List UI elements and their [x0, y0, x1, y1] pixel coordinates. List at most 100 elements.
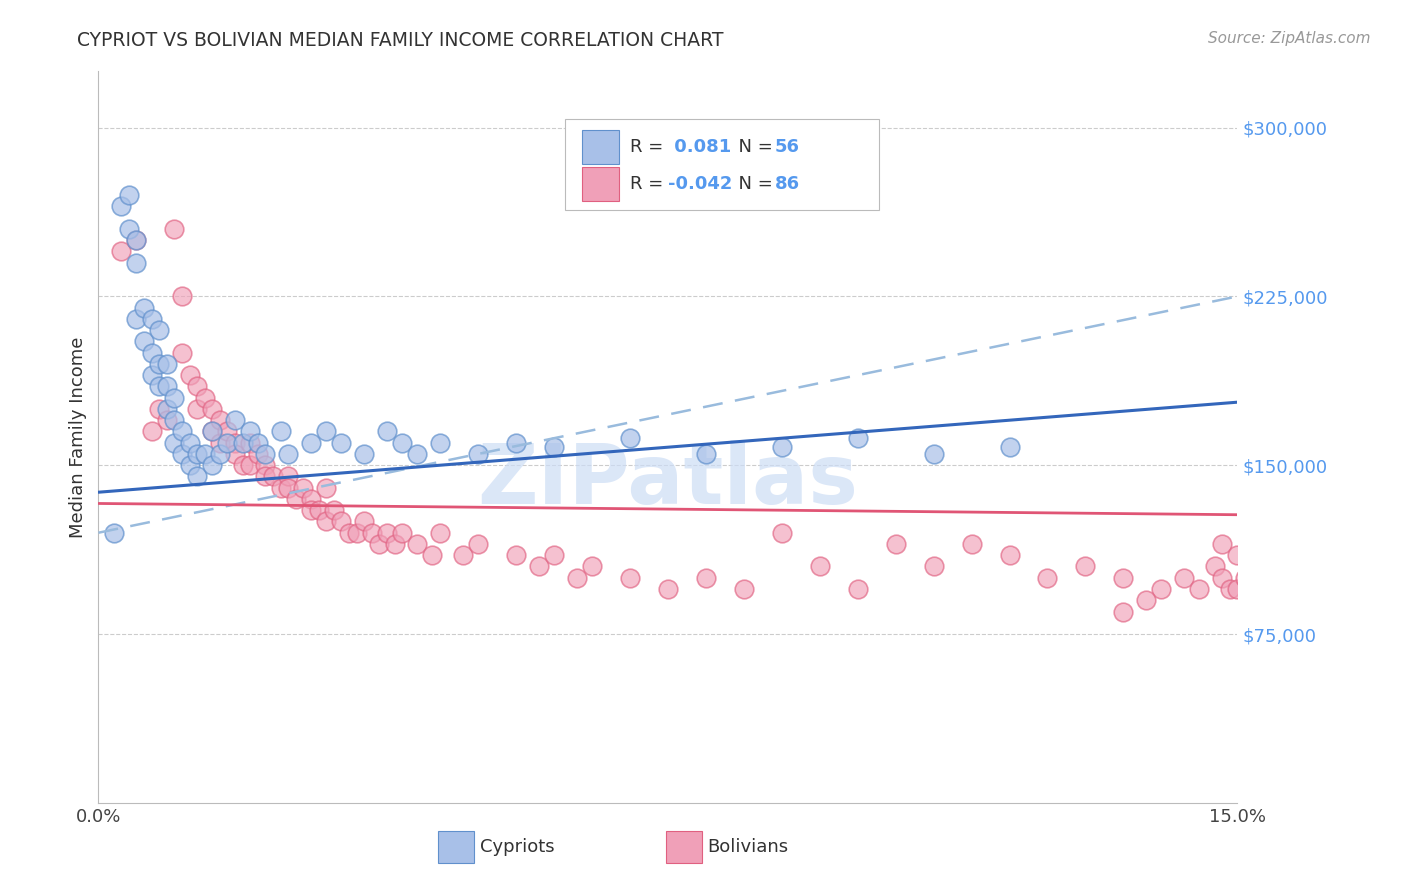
- Point: [118, 222, 141, 236]
- Point: [201, 401, 224, 416]
- Point: [179, 458, 201, 473]
- Point: [156, 413, 179, 427]
- Point: [254, 469, 277, 483]
- Point: [148, 379, 170, 393]
- Point: [733, 582, 755, 596]
- Point: [194, 447, 217, 461]
- Point: [422, 548, 444, 562]
- FancyBboxPatch shape: [665, 830, 702, 863]
- Point: [170, 345, 193, 359]
- Point: [315, 481, 337, 495]
- Point: [1188, 582, 1211, 596]
- Point: [170, 425, 193, 439]
- Text: 56: 56: [775, 137, 800, 156]
- Point: [141, 312, 163, 326]
- Point: [391, 525, 413, 540]
- Point: [224, 435, 246, 450]
- Point: [360, 525, 382, 540]
- Point: [217, 435, 239, 450]
- Point: [148, 401, 170, 416]
- Point: [239, 435, 262, 450]
- Point: [353, 515, 375, 529]
- Point: [1074, 559, 1097, 574]
- Point: [505, 435, 527, 450]
- Point: [808, 559, 831, 574]
- Text: N =: N =: [727, 175, 779, 193]
- Point: [118, 188, 141, 202]
- Point: [201, 425, 224, 439]
- Point: [619, 431, 641, 445]
- Point: [125, 255, 148, 269]
- Point: [163, 413, 186, 427]
- Point: [467, 447, 489, 461]
- Point: [322, 503, 344, 517]
- Point: [330, 515, 353, 529]
- Point: [565, 571, 588, 585]
- Point: [163, 222, 186, 236]
- FancyBboxPatch shape: [582, 130, 619, 163]
- Point: [998, 548, 1021, 562]
- Point: [186, 447, 208, 461]
- Point: [846, 582, 869, 596]
- Point: [451, 548, 474, 562]
- Text: 86: 86: [775, 175, 800, 193]
- Point: [1257, 582, 1279, 596]
- Point: [695, 571, 717, 585]
- Point: [201, 458, 224, 473]
- Point: [467, 537, 489, 551]
- Point: [208, 435, 231, 450]
- Text: R =: R =: [630, 137, 669, 156]
- Point: [1211, 571, 1233, 585]
- Point: [1264, 582, 1286, 596]
- Text: R =: R =: [630, 175, 669, 193]
- Point: [960, 537, 983, 551]
- Point: [1112, 605, 1135, 619]
- Point: [391, 435, 413, 450]
- Point: [194, 391, 217, 405]
- Point: [277, 447, 299, 461]
- Point: [299, 491, 322, 506]
- Point: [505, 548, 527, 562]
- Point: [1226, 548, 1249, 562]
- Text: Cypriots: Cypriots: [479, 838, 554, 855]
- Point: [308, 503, 330, 517]
- Point: [695, 447, 717, 461]
- Point: [186, 379, 208, 393]
- Point: [270, 481, 292, 495]
- Point: [368, 537, 391, 551]
- Point: [1112, 571, 1135, 585]
- Point: [132, 301, 155, 315]
- Point: [132, 334, 155, 349]
- Text: CYPRIOT VS BOLIVIAN MEDIAN FAMILY INCOME CORRELATION CHART: CYPRIOT VS BOLIVIAN MEDIAN FAMILY INCOME…: [77, 31, 724, 50]
- Point: [179, 368, 201, 383]
- Point: [1249, 571, 1271, 585]
- Point: [315, 515, 337, 529]
- Point: [299, 435, 322, 450]
- Point: [110, 244, 132, 259]
- Point: [208, 447, 231, 461]
- Point: [170, 447, 193, 461]
- Point: [1233, 571, 1256, 585]
- Point: [1173, 571, 1195, 585]
- Point: [186, 469, 208, 483]
- Point: [1226, 582, 1249, 596]
- Point: [337, 525, 360, 540]
- Point: [156, 401, 179, 416]
- Point: [429, 525, 451, 540]
- Point: [277, 481, 299, 495]
- Point: [110, 199, 132, 213]
- Point: [148, 357, 170, 371]
- Point: [375, 525, 398, 540]
- Point: [657, 582, 679, 596]
- Point: [141, 368, 163, 383]
- Point: [770, 525, 793, 540]
- Point: [141, 345, 163, 359]
- Point: [232, 458, 254, 473]
- Point: [239, 425, 262, 439]
- Text: ZIPatlas: ZIPatlas: [478, 441, 858, 522]
- Point: [543, 548, 565, 562]
- Point: [201, 425, 224, 439]
- Point: [619, 571, 641, 585]
- Point: [998, 440, 1021, 454]
- Point: [163, 391, 186, 405]
